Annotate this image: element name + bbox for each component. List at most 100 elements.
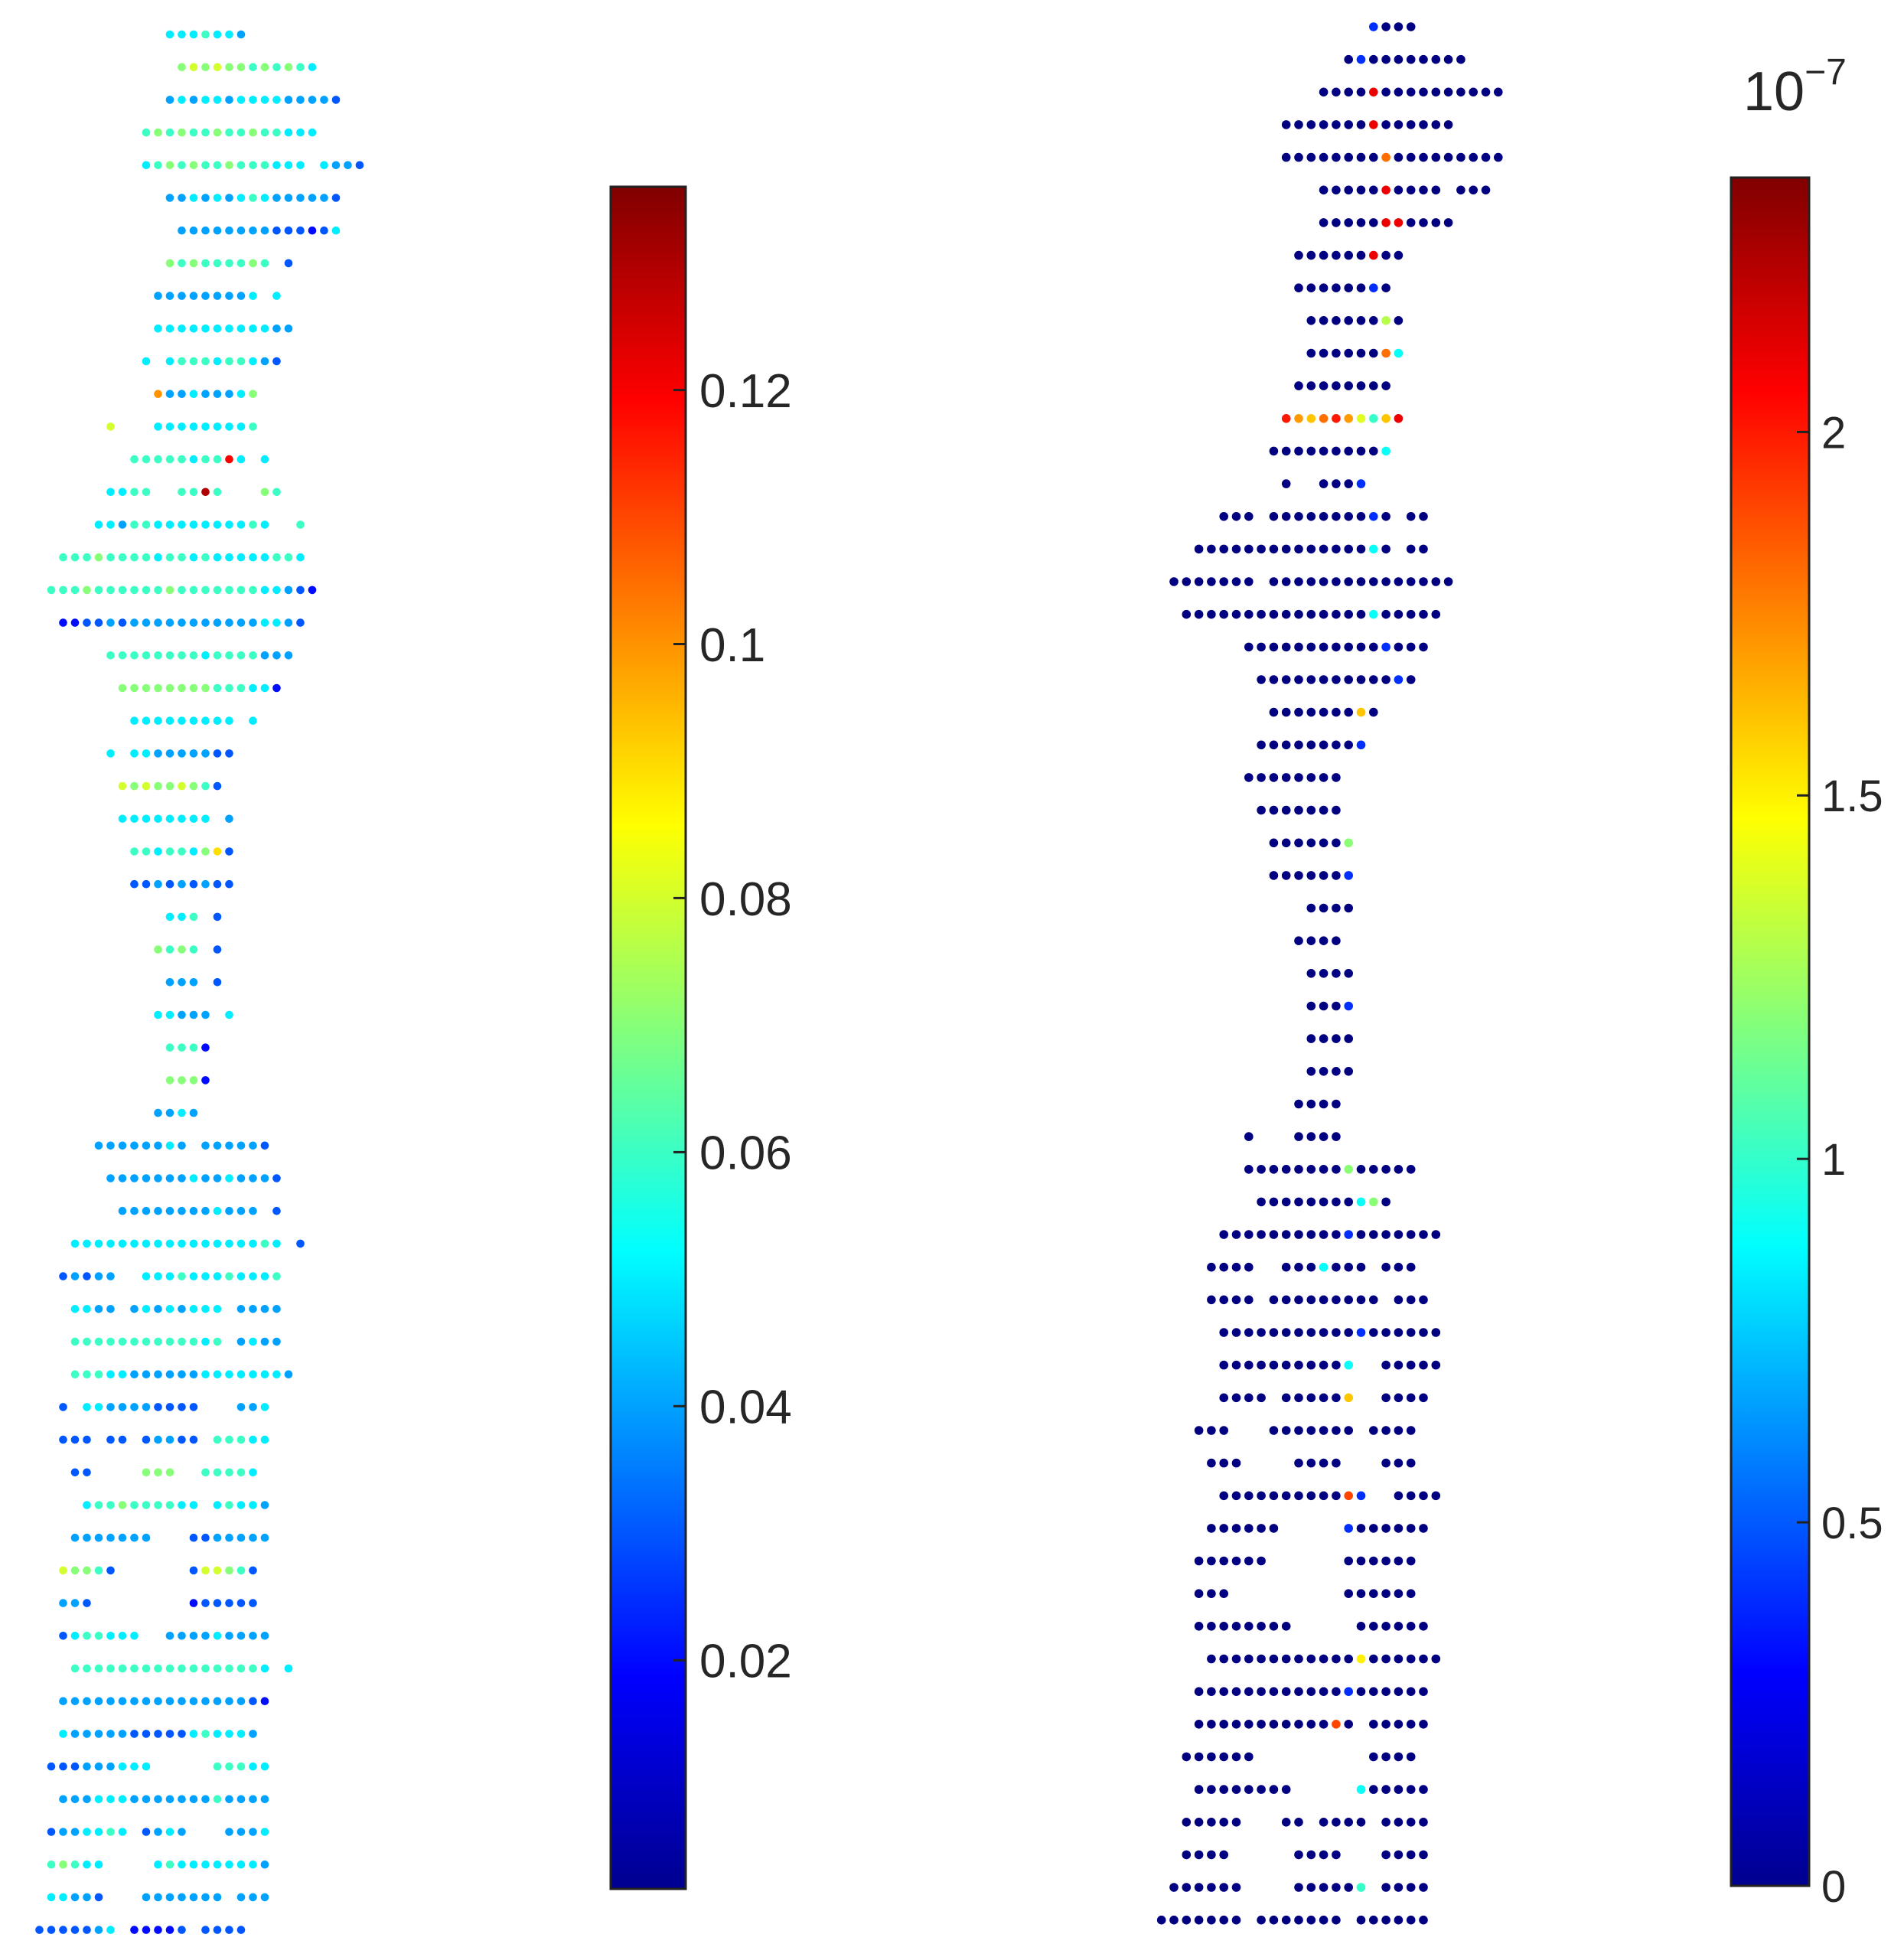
data-point xyxy=(1294,1426,1303,1435)
data-point xyxy=(1332,1393,1341,1403)
data-point xyxy=(1294,446,1303,456)
data-point xyxy=(1257,1622,1266,1631)
data-point xyxy=(189,814,198,824)
data-point xyxy=(70,1730,80,1738)
data-point xyxy=(1344,1230,1353,1239)
data-point xyxy=(1244,544,1254,554)
data-point xyxy=(201,422,210,431)
data-point xyxy=(1281,414,1291,423)
data-point xyxy=(1219,1458,1228,1468)
data-point xyxy=(165,1730,174,1738)
data-point xyxy=(236,1533,246,1542)
data-point xyxy=(296,128,305,137)
data-point xyxy=(154,422,162,431)
data-point xyxy=(225,96,233,104)
data-point xyxy=(1469,87,1478,97)
data-point xyxy=(201,683,210,693)
data-point xyxy=(1294,1687,1303,1696)
data-point xyxy=(165,128,174,137)
data-point xyxy=(1306,1915,1316,1925)
data-point xyxy=(1344,1818,1353,1827)
data-point xyxy=(284,96,293,104)
data-point xyxy=(165,814,174,824)
data-point xyxy=(201,161,210,170)
data-point xyxy=(1257,609,1266,619)
data-point xyxy=(1306,120,1316,129)
data-point xyxy=(1394,1883,1404,1892)
data-point xyxy=(130,488,139,497)
data-point xyxy=(106,1435,115,1444)
left-colorbar: 0.02 0.04 0.06 0.08 0.1 0.12 xyxy=(609,185,792,1890)
data-point xyxy=(260,455,269,464)
data-point xyxy=(1281,1426,1291,1435)
data-point xyxy=(1294,152,1303,162)
data-point xyxy=(1394,1818,1404,1827)
data-point xyxy=(1394,1328,1404,1337)
data-point xyxy=(1231,1230,1241,1239)
data-point xyxy=(225,1599,233,1607)
data-point xyxy=(165,912,174,921)
data-point xyxy=(1207,1524,1216,1533)
data-point xyxy=(1356,544,1366,554)
data-point xyxy=(260,1435,269,1444)
data-point xyxy=(1394,250,1404,260)
data-point xyxy=(1381,1687,1391,1696)
data-point xyxy=(178,1108,186,1117)
data-point xyxy=(1319,1230,1329,1239)
data-point xyxy=(94,1664,103,1673)
data-point xyxy=(249,259,257,268)
data-point xyxy=(1381,1360,1391,1370)
data-point xyxy=(284,259,293,268)
data-point xyxy=(1269,871,1279,880)
data-point xyxy=(308,226,317,235)
data-point xyxy=(1269,1426,1279,1435)
data-point xyxy=(130,1795,139,1804)
data-point xyxy=(1394,1491,1404,1501)
data-point xyxy=(1281,1915,1291,1925)
data-point xyxy=(154,814,162,824)
data-point xyxy=(142,1762,151,1771)
data-point xyxy=(1306,1687,1316,1696)
data-point xyxy=(1219,1556,1228,1566)
data-point xyxy=(1344,1001,1353,1011)
data-point xyxy=(1231,1524,1241,1533)
data-point xyxy=(178,585,186,595)
data-point xyxy=(296,96,305,104)
data-point xyxy=(236,553,246,562)
data-point xyxy=(1381,675,1391,684)
data-point xyxy=(1294,1099,1303,1109)
data-point xyxy=(1306,1426,1316,1435)
data-point xyxy=(1406,1850,1416,1860)
data-point xyxy=(1207,544,1216,554)
data-point xyxy=(106,422,115,431)
data-point xyxy=(142,1403,151,1411)
data-point xyxy=(225,553,233,562)
data-point xyxy=(189,585,198,595)
data-point xyxy=(94,553,103,562)
data-point xyxy=(1182,577,1192,586)
data-point xyxy=(1332,903,1341,913)
data-point xyxy=(1344,446,1353,456)
data-point xyxy=(130,1305,139,1313)
data-point xyxy=(47,1926,56,1934)
colorbar-tick-label: 0.12 xyxy=(699,365,792,418)
data-point xyxy=(1443,54,1453,64)
data-point xyxy=(47,1893,56,1902)
data-point xyxy=(1344,87,1353,97)
data-point xyxy=(178,1272,186,1280)
data-point xyxy=(1394,218,1404,227)
data-point xyxy=(1406,1883,1416,1892)
data-point xyxy=(59,1926,67,1934)
data-point xyxy=(213,1599,222,1607)
data-point xyxy=(1306,1001,1316,1011)
data-point xyxy=(94,1533,103,1542)
data-point xyxy=(1231,1295,1241,1305)
data-point xyxy=(1406,1687,1416,1696)
data-point xyxy=(1244,1556,1254,1566)
data-point xyxy=(201,716,210,725)
data-point xyxy=(59,1828,67,1836)
data-point xyxy=(236,1730,246,1738)
data-point xyxy=(1319,1360,1329,1370)
data-point xyxy=(118,1533,127,1542)
data-point xyxy=(1244,1360,1254,1370)
